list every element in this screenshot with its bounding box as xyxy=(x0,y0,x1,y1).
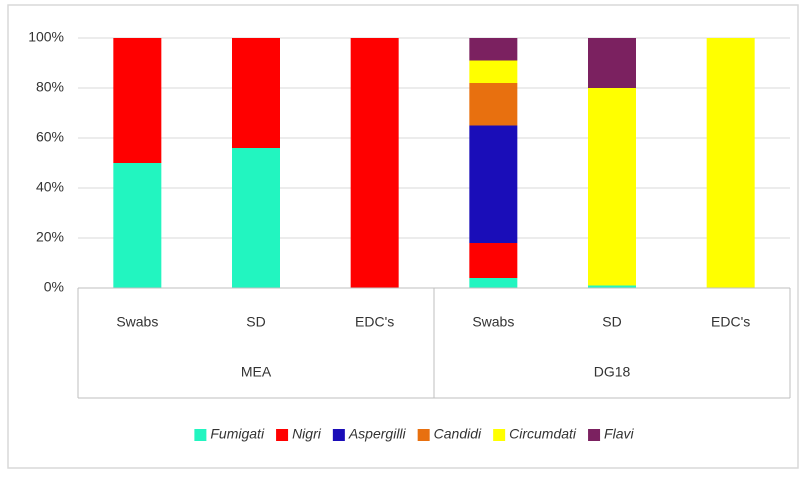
bar-segment xyxy=(469,278,518,288)
bar-segment xyxy=(469,125,518,243)
bar-segment xyxy=(706,38,755,288)
legend-swatch xyxy=(332,429,345,441)
group-label: MEA xyxy=(241,364,272,380)
legend-swatch xyxy=(493,429,506,441)
y-tick-label: 0% xyxy=(44,279,64,295)
bar-segment xyxy=(588,285,636,288)
x-tick-label: SD xyxy=(602,314,621,330)
y-tick-label: 40% xyxy=(36,179,64,195)
legend-swatch xyxy=(276,429,289,441)
bar-segment xyxy=(588,88,636,286)
y-tick-label: 60% xyxy=(36,129,64,145)
legend-swatch xyxy=(588,429,601,441)
legend-swatch xyxy=(417,429,430,441)
group-label: DG18 xyxy=(594,364,631,380)
bar-segment xyxy=(232,38,280,148)
bar-segment xyxy=(113,38,162,163)
bar-segment xyxy=(113,163,162,288)
legend-label: Aspergilli xyxy=(348,426,407,442)
legend-label: Nigri xyxy=(292,426,322,442)
bar-segment xyxy=(469,38,518,61)
y-tick-label: 80% xyxy=(36,79,64,95)
bar-segment xyxy=(232,148,280,288)
y-tick-label: 100% xyxy=(28,29,64,45)
bar-segment xyxy=(469,243,518,278)
bar-segment xyxy=(469,60,518,83)
x-tick-label: Swabs xyxy=(116,314,158,330)
x-tick-label: EDC's xyxy=(355,314,394,330)
bar-segment xyxy=(588,38,636,88)
legend-label: Flavi xyxy=(604,426,634,442)
x-tick-label: Swabs xyxy=(472,314,514,330)
y-tick-label: 20% xyxy=(36,229,64,245)
bar-segment xyxy=(469,83,518,126)
x-tick-label: SD xyxy=(246,314,265,330)
legend-swatch xyxy=(194,429,207,441)
legend-label: Candidi xyxy=(434,426,482,442)
legend-label: Fumigati xyxy=(210,426,265,442)
x-tick-label: EDC's xyxy=(711,314,750,330)
bar-segment xyxy=(350,38,399,288)
legend-label: Circumdati xyxy=(509,426,577,442)
